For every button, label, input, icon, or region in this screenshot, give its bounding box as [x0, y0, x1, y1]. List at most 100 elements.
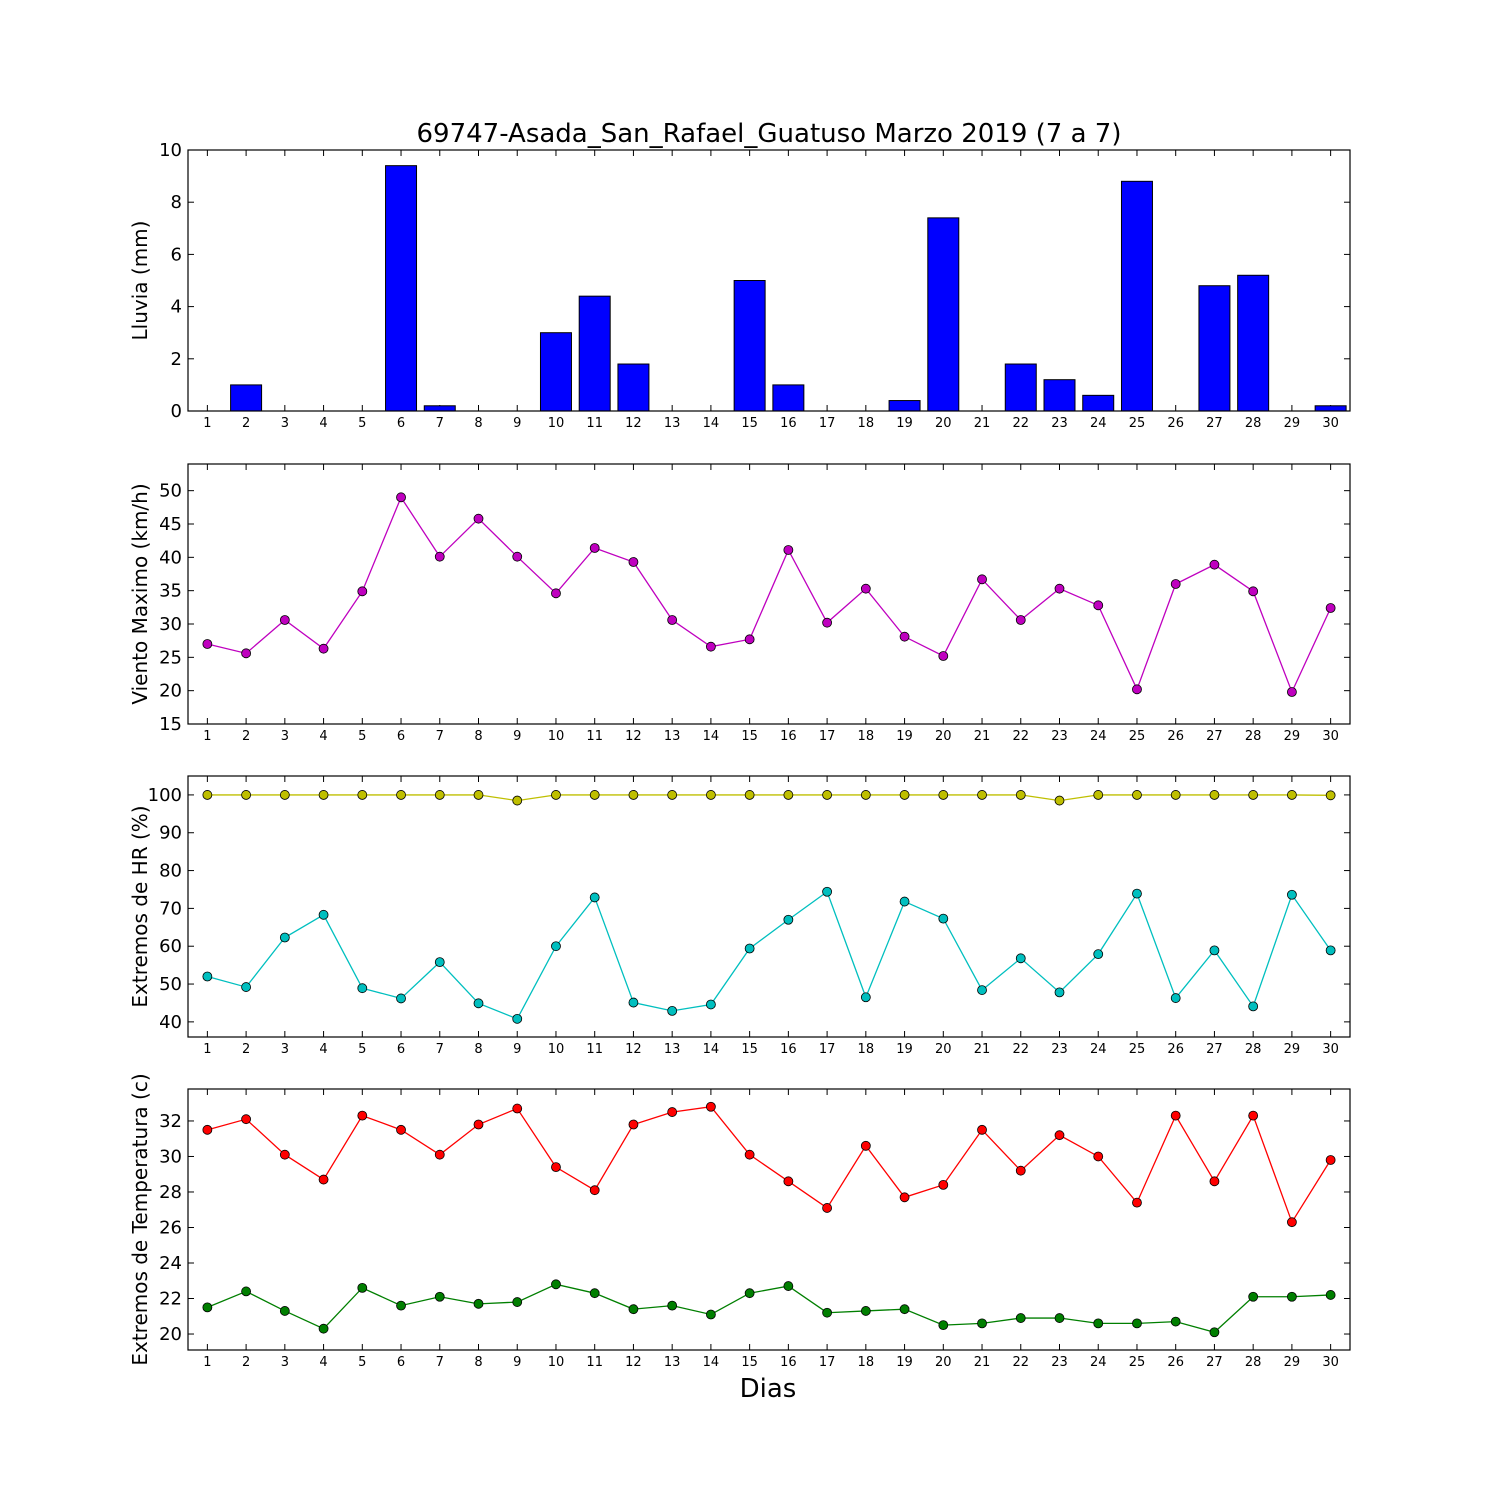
point-series-1-day-18	[860, 790, 871, 800]
point-series-1-day-27	[1209, 790, 1220, 800]
x-tick-label: 8	[474, 1355, 482, 1370]
point-series-1-day-23	[1054, 583, 1065, 594]
x-tick-label: 6	[397, 1355, 405, 1370]
y-tick-label: 30	[159, 614, 182, 635]
x-tick-label: 13	[664, 416, 681, 431]
x-tick-label: 30	[1322, 1355, 1339, 1370]
x-tick-label: 26	[1167, 1355, 1184, 1370]
point-series-1-day-23	[1054, 1130, 1065, 1141]
point-series-2-day-18	[860, 992, 871, 1003]
point-series-1-day-9	[512, 1103, 523, 1114]
y-tick-label: 4	[171, 297, 182, 318]
y-tick-label: 50	[159, 481, 182, 502]
x-tick-label: 21	[974, 1042, 991, 1057]
x-tick-label: 13	[664, 1355, 681, 1370]
point-series-1-day-14	[706, 641, 716, 652]
point-series-1-day-10	[551, 1162, 561, 1173]
x-tick-label: 30	[1322, 416, 1339, 431]
chart-title: 69747-Asada_San_Rafael_Guatuso Marzo 201…	[417, 119, 1122, 149]
point-series-2-day-7	[434, 957, 445, 968]
bar-day-30	[1314, 405, 1347, 412]
x-tick-label: 16	[780, 1355, 797, 1370]
y-tick-label: 2	[171, 349, 182, 370]
x-tick-label: 14	[703, 729, 720, 744]
point-series-1-day-4	[318, 790, 329, 800]
bar-day-22	[1004, 363, 1037, 412]
point-series-2-day-16	[783, 1281, 794, 1291]
x-tick-label: 14	[703, 1042, 720, 1057]
y-tick-label: 26	[159, 1217, 182, 1238]
point-series-1-day-30	[1325, 790, 1336, 801]
point-series-2-day-1	[202, 1302, 213, 1313]
x-tick-label: 19	[896, 729, 913, 744]
point-series-1-day-7	[434, 1149, 445, 1160]
point-series-1-day-24	[1093, 790, 1104, 800]
x-tick-label: 7	[436, 416, 444, 431]
series-line-1	[207, 495, 1332, 694]
y-tick-label: 0	[171, 401, 182, 422]
point-series-1-day-19	[899, 631, 910, 642]
x-tick-label: 10	[548, 1042, 565, 1057]
point-series-1-day-8	[473, 790, 484, 800]
series-line-2	[207, 1283, 1331, 1333]
y-tick-label: 60	[159, 936, 182, 957]
x-tick-label: 3	[281, 1355, 289, 1370]
x-tick-label: 4	[319, 1355, 327, 1370]
x-tick-label: 26	[1167, 416, 1184, 431]
y-tick-label: 40	[159, 1012, 182, 1033]
x-tick-label: 14	[703, 416, 720, 431]
point-series-1-day-17	[822, 1203, 832, 1213]
point-series-1-day-20	[938, 790, 949, 800]
y-tick-label: 90	[159, 823, 182, 844]
plot-frame	[187, 149, 1351, 412]
point-series-1-day-9	[512, 795, 523, 806]
point-series-2-day-10	[551, 1279, 561, 1290]
x-tick-label: 14	[703, 1355, 720, 1370]
bar-day-23	[1043, 379, 1076, 412]
point-series-2-day-21	[977, 1318, 987, 1329]
bar-day-24	[1082, 394, 1115, 412]
x-tick-label: 27	[1206, 729, 1223, 744]
point-series-1-day-2	[241, 648, 252, 659]
point-series-1-day-26	[1170, 1110, 1181, 1121]
x-tick-label: 19	[896, 416, 913, 431]
point-series-1-day-30	[1325, 1155, 1336, 1165]
point-series-2-day-14	[706, 999, 716, 1010]
x-tick-label: 3	[281, 1042, 289, 1057]
y-tick-label: 100	[148, 785, 182, 806]
x-tick-label: 5	[358, 416, 366, 431]
point-series-2-day-16	[783, 914, 794, 925]
point-series-2-day-10	[551, 941, 561, 952]
x-tick-label: 28	[1245, 1355, 1262, 1370]
x-tick-label: 10	[548, 416, 565, 431]
x-tick-label: 5	[358, 1042, 366, 1057]
x-tick-label: 17	[819, 1355, 836, 1370]
point-series-1-day-1	[202, 1124, 213, 1135]
x-tick-label: 3	[281, 729, 289, 744]
x-tick-label: 13	[664, 729, 681, 744]
x-tick-label: 9	[513, 729, 521, 744]
x-tick-label: 30	[1322, 729, 1339, 744]
y-tick-label: 40	[159, 547, 182, 568]
x-tick-label: 18	[858, 1042, 875, 1057]
point-series-1-day-27	[1209, 1176, 1220, 1187]
x-tick-label: 5	[358, 729, 366, 744]
point-series-2-day-3	[279, 932, 290, 943]
x-tick-label: 12	[625, 1042, 642, 1057]
point-series-2-day-9	[512, 1013, 523, 1024]
x-tick-label: 19	[896, 1355, 913, 1370]
point-series-2-day-1	[202, 971, 213, 982]
point-series-2-day-4	[318, 909, 329, 920]
point-series-2-day-30	[1325, 945, 1336, 956]
point-series-1-day-5	[357, 790, 368, 800]
point-series-1-day-19	[899, 1192, 910, 1203]
x-tick-label: 23	[1051, 1042, 1068, 1057]
y-tick-label: 24	[159, 1253, 182, 1274]
x-tick-label: 17	[819, 416, 836, 431]
x-tick-label: 22	[1012, 1355, 1029, 1370]
x-tick-label: 19	[896, 1042, 913, 1057]
point-series-2-day-8	[473, 998, 484, 1009]
x-tick-label: 6	[397, 1042, 405, 1057]
plot-frame	[187, 463, 1351, 725]
